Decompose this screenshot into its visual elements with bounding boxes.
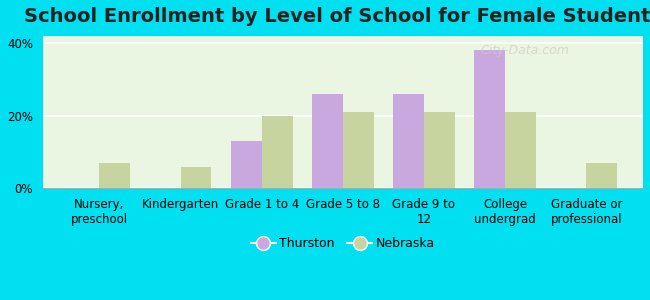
Bar	[99, 163, 130, 188]
Bar	[312, 94, 343, 188]
Bar	[262, 116, 292, 188]
Bar	[586, 163, 617, 188]
Text: City-Data.com: City-Data.com	[481, 44, 570, 57]
Bar	[505, 112, 536, 188]
Bar	[231, 141, 262, 188]
Bar	[424, 112, 455, 188]
Bar	[474, 50, 505, 188]
Legend: Thurston, Nebraska: Thurston, Nebraska	[246, 232, 440, 255]
Bar	[393, 94, 424, 188]
Title: School Enrollment by Level of School for Female Students: School Enrollment by Level of School for…	[24, 7, 650, 26]
Bar	[343, 112, 374, 188]
Bar	[181, 167, 211, 188]
